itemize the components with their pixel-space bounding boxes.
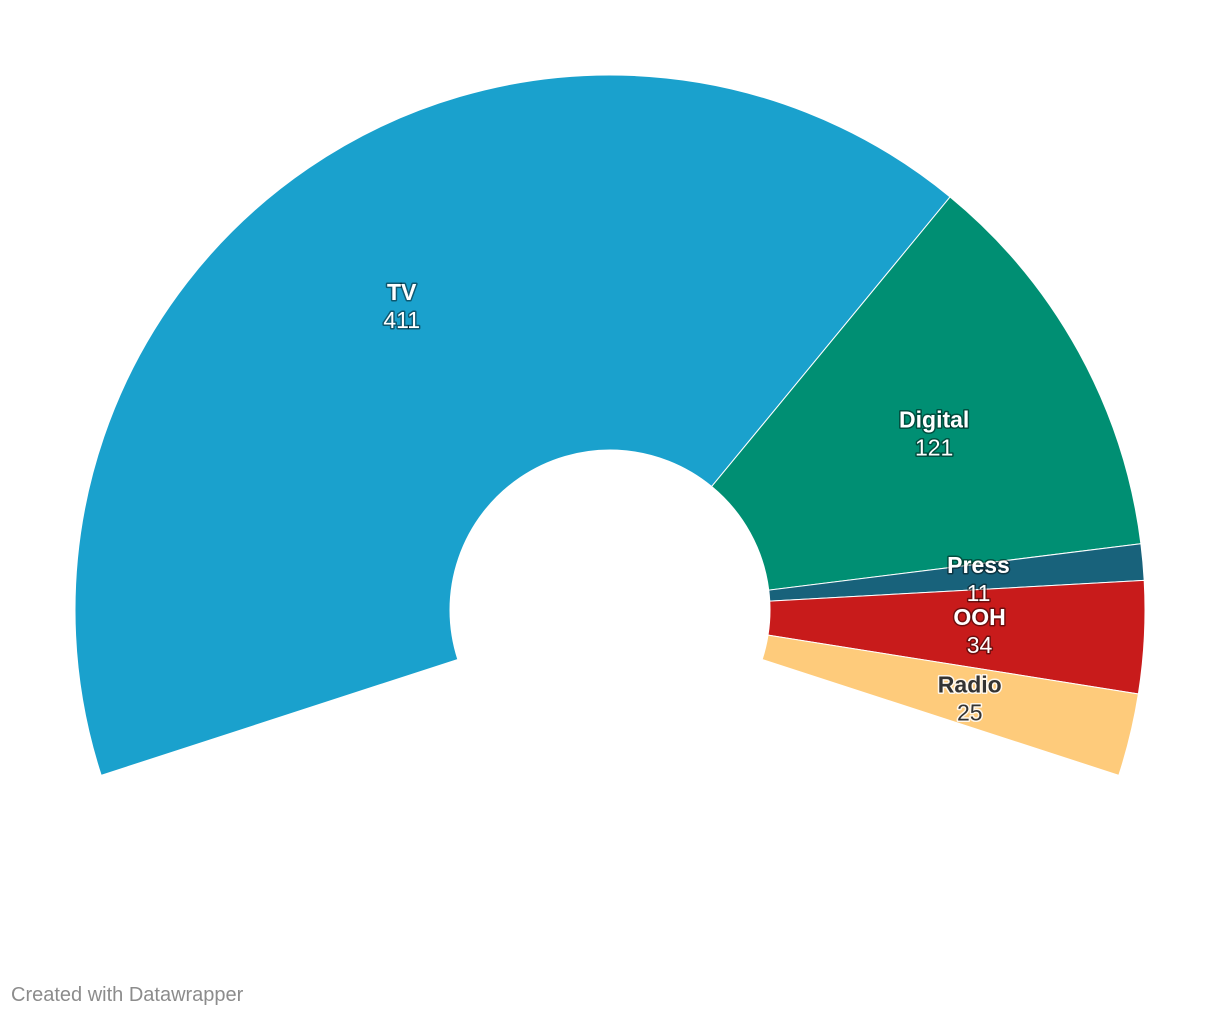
segment-value-radio: 25 bbox=[957, 699, 983, 725]
segment-label-radio: Radio bbox=[938, 671, 1002, 697]
segment-label-digital: Digital bbox=[899, 407, 969, 433]
credit-text: Created with Datawrapper bbox=[11, 984, 244, 1006]
segment-label-tv: TV bbox=[387, 279, 417, 305]
segment-value-tv: 411 bbox=[383, 307, 420, 333]
segment-radio bbox=[761, 634, 1139, 776]
chart-segments bbox=[74, 74, 1146, 776]
segment-label-press: Press bbox=[947, 552, 1010, 578]
segment-value-ooh: 34 bbox=[967, 632, 993, 658]
segment-label-ooh: OOH bbox=[953, 604, 1005, 630]
segment-digital bbox=[711, 196, 1142, 591]
segment-value-digital: 121 bbox=[915, 435, 953, 461]
segment-value-press: 11 bbox=[967, 580, 991, 606]
segment-tv bbox=[74, 74, 951, 776]
